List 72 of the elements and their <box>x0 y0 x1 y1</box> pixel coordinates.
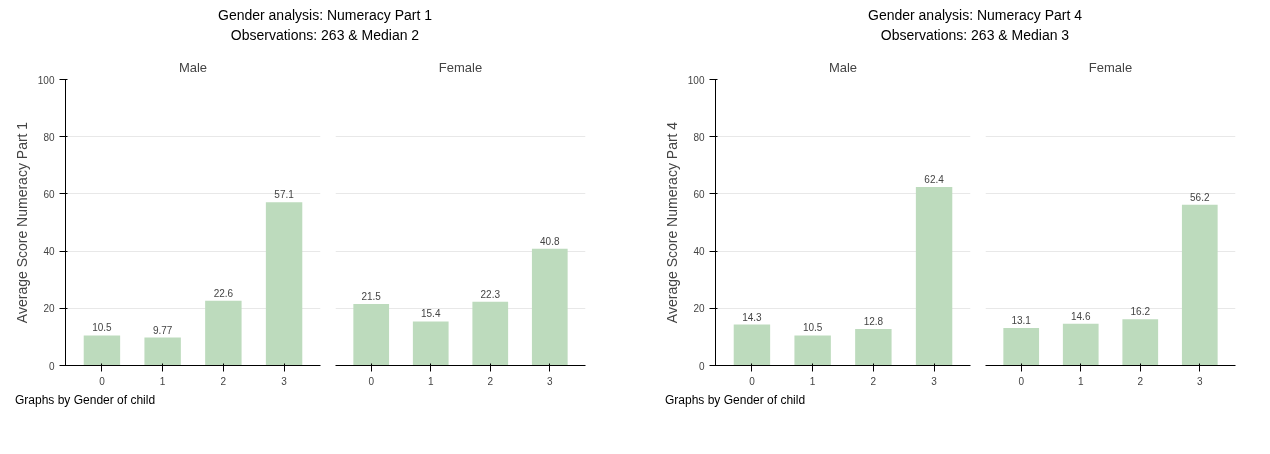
x-tick-label: 3 <box>1197 375 1204 387</box>
bar <box>353 304 390 366</box>
data-label: 62.4 <box>924 174 945 186</box>
data-label: 12.8 <box>863 315 884 327</box>
x-tick-label: 2 <box>870 375 877 387</box>
bar <box>144 337 181 366</box>
y-tick-label: 40 <box>693 246 705 258</box>
bar <box>1122 319 1159 366</box>
bar <box>733 324 771 366</box>
bar <box>531 248 568 366</box>
bar <box>412 321 449 366</box>
x-tick-label: 1 <box>809 375 816 387</box>
bar <box>1003 328 1040 366</box>
x-tick-label: 3 <box>547 375 553 387</box>
bar <box>855 328 892 366</box>
x-tick-label: 1 <box>427 375 434 387</box>
y-tick-label: 20 <box>693 303 705 315</box>
data-label: 40.8 <box>540 235 560 247</box>
text: Observations: 263 & Median 2 <box>230 27 420 43</box>
x-tick-label: 1 <box>1077 375 1084 387</box>
y-axis-title: Average Score Numeracy Part 4 <box>663 121 680 324</box>
x-tick-label: 0 <box>1018 375 1025 387</box>
data-label: 57.1 <box>274 189 295 201</box>
y-tick-label: 0 <box>698 360 705 372</box>
text: Graphs by Gender of child <box>665 392 806 409</box>
data-label: 13.1 <box>1011 315 1032 327</box>
y-tick-label: 0 <box>48 360 55 372</box>
x-tick-label: 3 <box>281 375 288 387</box>
x-tick-label: 2 <box>487 375 494 387</box>
text: Observations: 263 & Median 3 <box>880 27 1070 43</box>
data-label: 14.6 <box>1071 310 1091 322</box>
x-tick-label: 2 <box>1137 375 1144 387</box>
x-tick-label: 0 <box>749 375 756 387</box>
data-label: 15.4 <box>421 308 441 320</box>
chart-title: Female <box>438 59 483 75</box>
text: Gender analysis: Numeracy Part 1 <box>218 7 432 23</box>
bar <box>205 300 242 366</box>
x-tick-label: 0 <box>368 375 375 387</box>
data-label: 9.77 <box>152 324 173 336</box>
y-tick-label: 100 <box>687 74 705 86</box>
bar <box>265 202 303 366</box>
bar <box>83 335 121 366</box>
chart-title: Male <box>178 59 208 75</box>
data-label: 16.2 <box>1130 306 1151 318</box>
data-label: 56.2 <box>1190 191 1210 203</box>
y-tick-label: 60 <box>43 188 55 200</box>
y-tick-label: 80 <box>693 131 705 143</box>
x-tick-label: 0 <box>99 375 106 387</box>
data-label: 14.3 <box>742 311 763 323</box>
bar <box>1062 323 1099 366</box>
bar <box>472 301 509 366</box>
y-tick-label: 20 <box>43 303 55 315</box>
y-tick-label: 60 <box>693 188 705 200</box>
data-label: 22.6 <box>213 287 234 299</box>
chart-title: Male <box>828 59 858 75</box>
y-axis-title: Average Score Numeracy Part 1 <box>13 121 30 324</box>
data-label: 21.5 <box>361 291 382 303</box>
data-label: 10.5 <box>92 322 113 334</box>
text: Graphs by Gender of child <box>15 392 156 409</box>
bar <box>915 187 953 366</box>
y-tick-label: 100 <box>37 74 55 86</box>
y-tick-label: 40 <box>43 246 55 258</box>
x-tick-label: 1 <box>159 375 166 387</box>
x-tick-label: 2 <box>220 375 227 387</box>
chart-title: Female <box>1088 59 1133 75</box>
y-tick-label: 80 <box>43 131 55 143</box>
bar <box>794 335 831 366</box>
data-label: 10.5 <box>802 322 823 334</box>
text: Gender analysis: Numeracy Part 4 <box>868 7 1082 23</box>
bar <box>1181 204 1218 366</box>
x-tick-label: 3 <box>931 375 938 387</box>
data-label: 22.3 <box>480 288 501 300</box>
